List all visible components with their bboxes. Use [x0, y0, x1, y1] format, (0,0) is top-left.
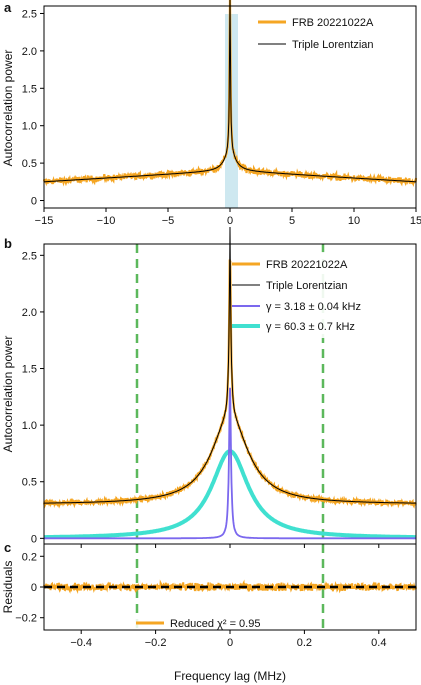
panel-a-ytick-label: 0	[31, 196, 37, 208]
panel-b-ylabel: Autocorrelation power	[1, 336, 15, 453]
series-triple-lorentzian	[44, 226, 416, 504]
legend-a-label-data: FRB 20221022A	[292, 17, 374, 29]
panel-label-b: b	[4, 236, 12, 251]
legend-c-label: Reduced χ² = 0.95	[170, 618, 260, 630]
legend-c-background	[133, 617, 295, 629]
panel-b-ytick-label: 0	[31, 533, 37, 545]
panel-b-chart: 0 0.5 1.0 1.5 2.0 2.5 Autocorrelation power F…	[1, 226, 417, 548]
panel-a-xtick-label: −10	[97, 215, 116, 227]
panel-a-axes: −15 −10 −5 0 5 10 15 0 0.5 1.0 1.5 2.0 2.5	[22, 8, 421, 227]
legend-b-label-model: Triple Lorentzian	[266, 280, 348, 292]
panel-c-xtick-label: −0.2	[145, 637, 167, 649]
series-triple-lorentzian	[44, 0, 416, 183]
panel-b-ytick-label: 0.5	[22, 477, 37, 489]
panel-a-xtick-label: 5	[289, 215, 295, 227]
panel-a-xtick-label: −5	[162, 215, 175, 227]
series-broad-lorentzian	[44, 449, 416, 540]
panel-b-axes: 0 0.5 1.0 1.5 2.0 2.5	[22, 250, 380, 548]
series-narrow-lorentzian	[44, 387, 416, 540]
panel-a-ytick-label: 1.5	[22, 83, 37, 95]
panel-c-axes: −0.4 −0.2 0 0.2 0.4 −0.2 0 0.2	[15, 551, 386, 649]
legend-b-background	[240, 252, 370, 338]
panel-c-xtick-label: 0.2	[297, 637, 312, 649]
panel-c-ytick-label: 0.2	[22, 551, 37, 563]
panel-c-series-layer	[43, 544, 417, 630]
legend-b-label-broad: γ = 60.3 ± 0.7 kHz	[266, 321, 355, 333]
panel-a-ylabel: Autocorrelation power	[1, 50, 15, 167]
panel-a-ytick-label: 1.0	[22, 121, 37, 133]
panel-b-ytick-label: 1.5	[22, 364, 37, 376]
panel-c-xtick-label: 0	[227, 637, 233, 649]
panel-a-xtick-label: −15	[35, 215, 54, 227]
panel-a-ytick-label: 2.5	[22, 8, 37, 20]
panel-a-chart: −15 −10 −5 0 5 10 15 0 0.5 1.0 1.5 2.0 2.5 Autocorre…	[1, 0, 421, 227]
panel-b-ytick-label: 1.0	[22, 420, 37, 432]
legend-b-label-narrow: γ = 3.18 ± 0.04 kHz	[266, 301, 361, 313]
panel-a-xtick-label: 0	[227, 215, 233, 227]
panel-label-a: a	[4, 0, 12, 15]
panel-b-ytick-label: 2.5	[22, 250, 37, 262]
panel-a-xtick-label: 15	[410, 215, 421, 227]
panel-label-c: c	[4, 540, 11, 555]
legend-b-label-data: FRB 20221022A	[266, 259, 348, 271]
panel-c-ytick-label: −0.2	[15, 613, 37, 625]
panel-c-chart: −0.4 −0.2 0 0.2 0.4 −0.2 0 0.2 Residuals Reduce…	[1, 543, 417, 683]
panel-c-xtick-label: −0.4	[70, 637, 92, 649]
panel-a-xtick-label: 10	[348, 215, 360, 227]
panel-a-ytick-label: 2.0	[22, 46, 37, 58]
panel-b-ytick-label: 2.0	[22, 307, 37, 319]
legend-a-label-model: Triple Lorentzian	[292, 39, 374, 51]
panel-c-xtick-label: 0.4	[371, 637, 386, 649]
panel-a-ytick-label: 0.5	[22, 158, 37, 170]
panel-a-series-layer	[42, 0, 418, 188]
panel-c-ytick-label: 0	[31, 582, 37, 594]
panel-c-ylabel: Residuals	[1, 561, 15, 614]
x-axis-label: Frequency lag (MHz)	[174, 669, 286, 683]
series-frb-20221022a	[42, 0, 418, 188]
